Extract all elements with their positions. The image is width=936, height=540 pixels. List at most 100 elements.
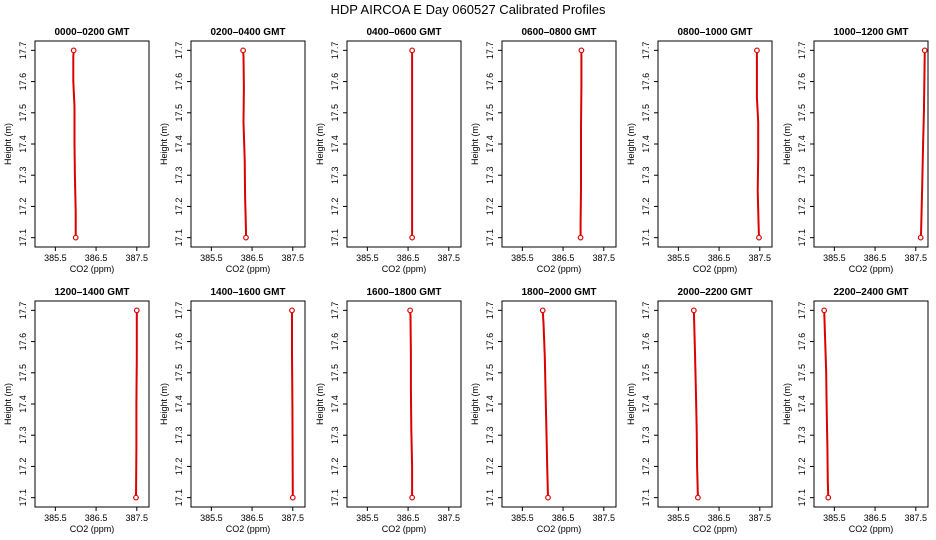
x-tick-label: 387.5: [126, 513, 149, 523]
x-axis-label: CO2 (ppm): [70, 264, 115, 274]
y-axis-label: Height (m): [626, 383, 636, 425]
data-point: [825, 494, 832, 501]
panel: 0000–0200 GMT 385.5 386.5 387.5 17.1 17.2 17.3…: [3, 27, 150, 274]
panel-title: 0400–0600 GMT: [366, 27, 441, 38]
y-tick-label: 17.6: [330, 73, 340, 91]
x-tick-label: 385.5: [511, 513, 534, 523]
data-point: [539, 307, 546, 314]
profile-line: [291, 310, 294, 498]
y-tick-label: 17.1: [18, 489, 28, 507]
y-tick-label: 17.4: [641, 395, 651, 413]
panel-title: 0800–1000 GMT: [677, 27, 752, 38]
y-axis-label: Height (m): [315, 123, 325, 165]
x-tick-label: 387.5: [593, 253, 616, 263]
y-axis-label: Height (m): [159, 123, 169, 165]
y-tick-label: 17.2: [330, 458, 340, 476]
y-tick-label: 17.7: [641, 302, 651, 320]
y-axis-label: Height (m): [159, 383, 169, 425]
x-tick-label: 387.5: [438, 513, 461, 523]
y-tick-label: 17.1: [174, 229, 184, 247]
y-tick-label: 17.7: [485, 302, 495, 320]
y-tick-label: 17.2: [485, 198, 495, 216]
data-point: [70, 47, 77, 54]
data-point: [756, 234, 762, 241]
profile-line: [579, 50, 583, 238]
x-axis-label: CO2 (ppm): [226, 264, 271, 274]
y-tick-label: 17.4: [330, 395, 340, 413]
data-point: [578, 47, 585, 54]
y-tick-label: 17.5: [797, 364, 807, 382]
y-tick-label: 17.3: [18, 166, 28, 184]
y-tick-label: 17.4: [174, 135, 184, 153]
x-axis-label: CO2 (ppm): [382, 264, 427, 274]
plot-frame: [346, 300, 462, 508]
x-tick-label: 385.5: [823, 513, 846, 523]
y-tick-label: 17.4: [485, 135, 495, 153]
y-tick-label: 17.6: [641, 73, 651, 91]
x-tick-label: 385.5: [200, 253, 223, 263]
y-tick-label: 17.4: [18, 395, 28, 413]
profile-line: [692, 310, 699, 498]
y-tick-label: 17.4: [485, 395, 495, 413]
x-tick-label: 386.5: [864, 513, 887, 523]
panel: 0200–0400 GMT 385.5 386.5 387.5 17.1 17.2 17.3…: [159, 27, 306, 274]
panel: 0800–1000 GMT 385.5 386.5 387.5 17.1 17.2 17.3…: [626, 27, 773, 274]
x-tick-label: 385.5: [511, 253, 534, 263]
y-tick-label: 17.7: [330, 302, 340, 320]
y-tick-label: 17.4: [174, 395, 184, 413]
x-tick-label: 385.5: [356, 253, 379, 263]
x-tick-label: 387.5: [593, 513, 616, 523]
profile-line: [409, 310, 414, 498]
x-axis-label: CO2 (ppm): [693, 264, 738, 274]
y-tick-label: 17.2: [174, 198, 184, 216]
y-tick-label: 17.3: [485, 166, 495, 184]
x-tick-label: 385.5: [200, 513, 223, 523]
y-tick-label: 17.6: [18, 73, 28, 91]
y-tick-label: 17.5: [485, 364, 495, 382]
x-axis-label: CO2 (ppm): [382, 524, 427, 534]
x-tick-label: 386.5: [397, 513, 420, 523]
data-point: [133, 494, 139, 501]
profile-line: [541, 310, 549, 498]
y-tick-label: 17.1: [485, 229, 495, 247]
data-point: [243, 234, 249, 241]
y-tick-label: 17.5: [174, 364, 184, 382]
y-tick-label: 17.5: [330, 364, 340, 382]
plot-frame: [501, 40, 617, 248]
y-tick-label: 17.2: [18, 198, 28, 216]
x-tick-label: 385.5: [44, 253, 67, 263]
profile-line: [755, 50, 760, 238]
plot-frame: [34, 300, 150, 508]
data-point: [72, 234, 79, 241]
y-tick-label: 17.7: [485, 42, 495, 60]
y-tick-label: 17.2: [641, 198, 651, 216]
data-point: [917, 234, 924, 241]
y-tick-label: 17.6: [797, 333, 807, 351]
y-tick-label: 17.5: [174, 104, 184, 122]
x-tick-label: 387.5: [282, 253, 305, 263]
panel-title: 2200–2400 GMT: [833, 287, 908, 298]
x-tick-label: 386.5: [552, 513, 575, 523]
y-tick-label: 17.5: [797, 104, 807, 122]
x-tick-label: 385.5: [44, 513, 67, 523]
x-axis-label: CO2 (ppm): [537, 264, 582, 274]
y-tick-label: 17.5: [641, 364, 651, 382]
data-point: [407, 307, 414, 314]
y-tick-label: 17.2: [641, 458, 651, 476]
plot-frame: [190, 40, 306, 248]
y-tick-label: 17.2: [18, 458, 28, 476]
y-tick-label: 17.4: [18, 135, 28, 153]
y-tick-label: 17.7: [797, 302, 807, 320]
data-point: [921, 47, 928, 54]
x-tick-label: 386.5: [708, 253, 731, 263]
panel: 2000–2200 GMT 385.5 386.5 387.5 17.1 17.2 17.3…: [626, 287, 773, 534]
data-point: [289, 307, 295, 314]
data-point: [240, 47, 247, 54]
y-tick-label: 17.7: [18, 302, 28, 320]
y-tick-label: 17.6: [485, 333, 495, 351]
y-tick-label: 17.3: [18, 426, 28, 444]
y-tick-label: 17.1: [641, 229, 651, 247]
x-tick-label: 386.5: [864, 253, 887, 263]
y-tick-label: 17.2: [797, 198, 807, 216]
y-tick-label: 17.7: [18, 42, 28, 60]
